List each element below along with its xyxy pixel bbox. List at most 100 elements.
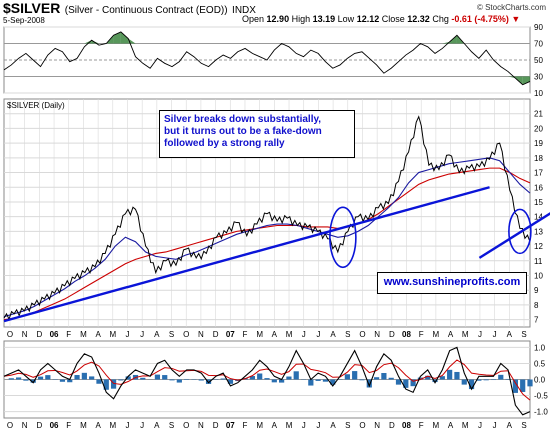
macd-histogram-bar [454, 371, 460, 380]
x-tick-label: N [198, 330, 204, 339]
x-tick-label-bottom: A [448, 421, 454, 430]
x-tick-label: A [95, 330, 101, 339]
x-tick-label: 07 [226, 330, 235, 339]
price-tick-label: 9 [534, 286, 539, 295]
chart-date: 5-Sep-2008 [3, 16, 45, 25]
macd-histogram-bar [169, 379, 175, 381]
macd-histogram-bar [74, 375, 80, 380]
macd-histogram-bar [439, 376, 445, 380]
price-tick-label: 10 [534, 272, 543, 281]
x-tick-label: D [389, 330, 395, 339]
rsi-tick-label: 10 [534, 89, 543, 98]
x-tick-label: N [22, 330, 28, 339]
macd-histogram-bar [520, 379, 526, 392]
macd-histogram-bar [476, 379, 482, 381]
x-tick-label-bottom: M [109, 421, 116, 430]
x-tick-label-bottom: F [66, 421, 71, 430]
open-value: 12.90 [266, 14, 290, 24]
x-tick-label: A [272, 330, 278, 339]
macd-histogram-bar [352, 371, 358, 380]
macd-histogram-bar [512, 379, 518, 393]
x-tick-label-bottom: D [36, 421, 42, 430]
rsi-panel: 90 70 50 30 10 [3, 23, 543, 98]
x-tick-label: A [448, 330, 454, 339]
x-tick-label-bottom: M [462, 421, 469, 430]
x-tick-label: F [66, 330, 71, 339]
rsi-overbought-fill [84, 40, 92, 44]
price-tick-label: 18 [534, 154, 543, 163]
x-tick-label: O [183, 330, 189, 339]
x-tick-label: 06 [50, 330, 59, 339]
x-tick-label-bottom: M [80, 421, 87, 430]
macd-histogram-bar [468, 379, 475, 390]
macd-histogram-bar [381, 373, 387, 380]
x-tick-label-bottom: A [95, 421, 101, 430]
macd-signal-line [3, 359, 531, 401]
symbol-description: (Silver - Continuous Contract (EOD)) [64, 5, 228, 16]
macd-histogram-bar [103, 379, 109, 390]
x-tick-label: F [243, 330, 248, 339]
price-tick-label: 11 [534, 257, 543, 266]
x-tick-label: M [286, 330, 293, 339]
annotation-line-3: followed by a strong rally [164, 138, 285, 149]
macd-histogram-bar [184, 378, 190, 380]
macd-histogram-bar [198, 379, 204, 381]
low-value: 12.12 [356, 14, 380, 24]
macd-histogram-bar [315, 379, 321, 381]
macd-histogram-bar [37, 376, 44, 380]
annotation-line-1: Silver breaks down substantially, [164, 114, 322, 125]
macd-histogram-bar [308, 379, 314, 386]
macd-histogram-bar [322, 379, 329, 382]
x-tick-label-bottom: O [359, 421, 365, 430]
x-tick-label-bottom: F [419, 421, 424, 430]
macd-histogram-bar [30, 379, 36, 383]
macd-histogram-bar [366, 379, 372, 388]
macd-line [3, 346, 531, 416]
moving-average-long [3, 167, 531, 321]
annotation-box: Silver breaks down substantially, but it… [159, 110, 355, 158]
x-tick-label-bottom: M [433, 421, 440, 430]
macd-histogram-bar [220, 378, 226, 380]
x-tick-label-bottom: S [345, 421, 350, 430]
macd-histogram-bar [417, 377, 424, 380]
rsi-tick-label: 90 [534, 23, 543, 32]
macd-histogram-bar [505, 378, 511, 380]
high-label: High [291, 14, 311, 24]
macd-panel: 1.0 0.5 0.0 -0.5 -1.0 [3, 340, 548, 419]
macd-histogram-bar [527, 379, 533, 387]
price-tick-label: 17 [534, 169, 543, 178]
moving-average-short [3, 157, 531, 318]
x-tick-label-bottom: O [7, 421, 13, 430]
macd-histogram-bar [388, 377, 394, 380]
x-axis: OONNDD0606FFMMAAMMJJJJAASSOONNDD0707FFMM… [7, 330, 527, 430]
price-panel-title: $SILVER (Daily) [7, 101, 65, 110]
macd-histogram-bar [373, 377, 380, 380]
x-tick-label-bottom: D [213, 421, 219, 430]
x-tick-label: J [316, 330, 320, 339]
x-tick-label-bottom: S [521, 421, 526, 430]
price-line [3, 115, 531, 321]
x-tick-label: J [478, 330, 482, 339]
x-tick-label-bottom: M [256, 421, 263, 430]
x-tick-label: J [140, 330, 144, 339]
annotation-line-2: but it turns out to be a fake-down [164, 126, 322, 137]
macd-histogram-bar [359, 379, 365, 381]
x-tick-label-bottom: J [125, 421, 129, 430]
high-value: 13.19 [312, 14, 336, 24]
website-link[interactable]: www.sunshineprofits.com [377, 272, 527, 294]
macd-histogram-bar [286, 376, 292, 380]
x-tick-label-bottom: A [507, 421, 513, 430]
price-tick-label: 20 [534, 124, 543, 133]
x-tick-label-bottom: O [183, 421, 189, 430]
price-tick-label: 13 [534, 227, 543, 236]
macd-tick-label: -0.5 [534, 392, 548, 401]
rsi-oversold-fill [522, 76, 530, 85]
macd-tick-label: 1.0 [534, 343, 546, 352]
x-tick-label-bottom: 06 [50, 421, 59, 430]
x-tick-label: A [507, 330, 513, 339]
price-tick-label: 14 [534, 213, 543, 222]
x-tick-label-bottom: J [302, 421, 306, 430]
price-tick-label: 7 [534, 316, 539, 325]
x-tick-label-bottom: J [478, 421, 482, 430]
